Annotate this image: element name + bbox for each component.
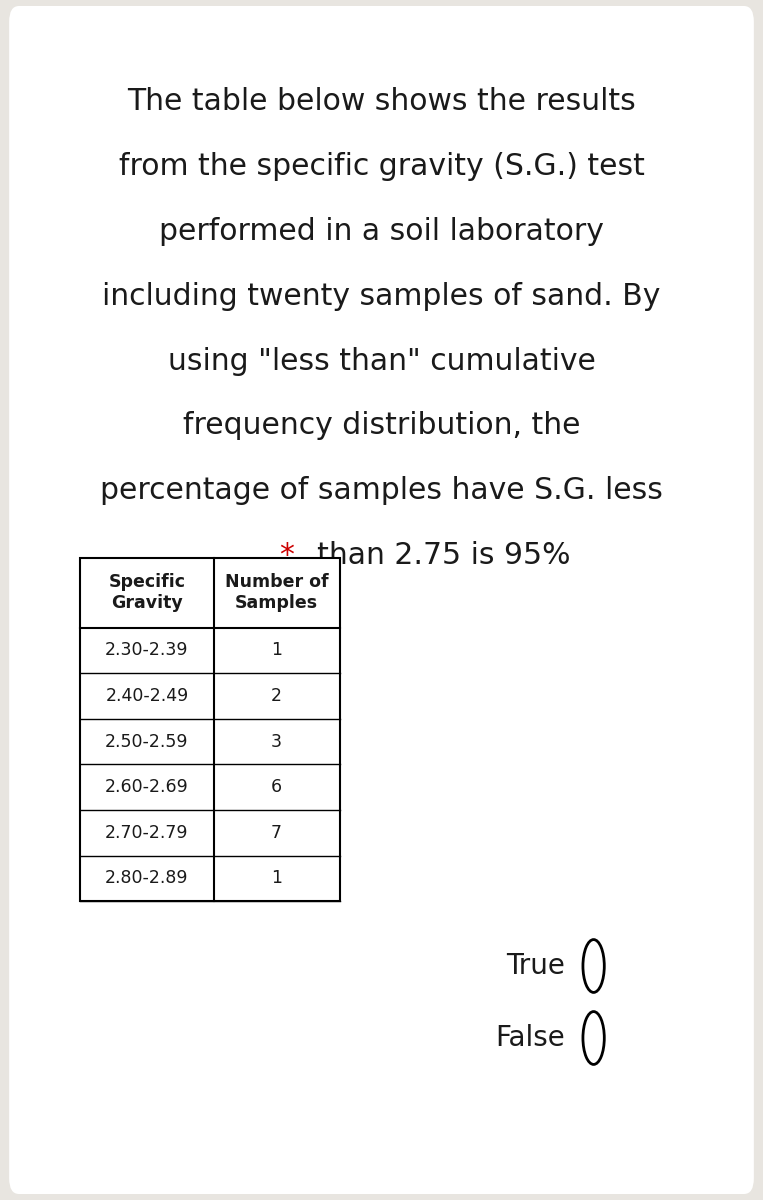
Text: 6: 6 [271, 778, 282, 797]
Text: frequency distribution, the: frequency distribution, the [183, 412, 580, 440]
Text: including twenty samples of sand. By: including twenty samples of sand. By [102, 282, 661, 311]
Text: 3: 3 [271, 732, 282, 751]
Text: *: * [279, 541, 294, 570]
Text: 2.50-2.59: 2.50-2.59 [105, 732, 188, 751]
Text: 7: 7 [271, 823, 282, 842]
Text: Specific
Gravity: Specific Gravity [108, 574, 185, 612]
FancyBboxPatch shape [9, 6, 754, 1194]
Text: 1: 1 [271, 641, 282, 659]
Text: 2.40-2.49: 2.40-2.49 [105, 686, 188, 704]
Text: performed in a soil laboratory: performed in a soil laboratory [159, 217, 604, 246]
Text: 2: 2 [271, 686, 282, 704]
FancyBboxPatch shape [80, 558, 340, 901]
Text: .than 2.75 is 95%: .than 2.75 is 95% [298, 541, 570, 570]
Text: False: False [495, 1024, 565, 1052]
Text: Number of
Samples: Number of Samples [225, 574, 328, 612]
Text: 2.30-2.39: 2.30-2.39 [105, 641, 188, 659]
Text: from the specific gravity (S.G.) test: from the specific gravity (S.G.) test [118, 152, 645, 181]
Text: The table below shows the results: The table below shows the results [127, 88, 636, 116]
Text: percentage of samples have S.G. less: percentage of samples have S.G. less [100, 476, 663, 505]
Text: 2.60-2.69: 2.60-2.69 [105, 778, 188, 797]
Text: 2.70-2.79: 2.70-2.79 [105, 823, 188, 842]
Text: using "less than" cumulative: using "less than" cumulative [168, 347, 595, 376]
Text: 1: 1 [271, 869, 282, 888]
Text: 2.80-2.89: 2.80-2.89 [105, 869, 188, 888]
Text: True: True [506, 952, 565, 980]
